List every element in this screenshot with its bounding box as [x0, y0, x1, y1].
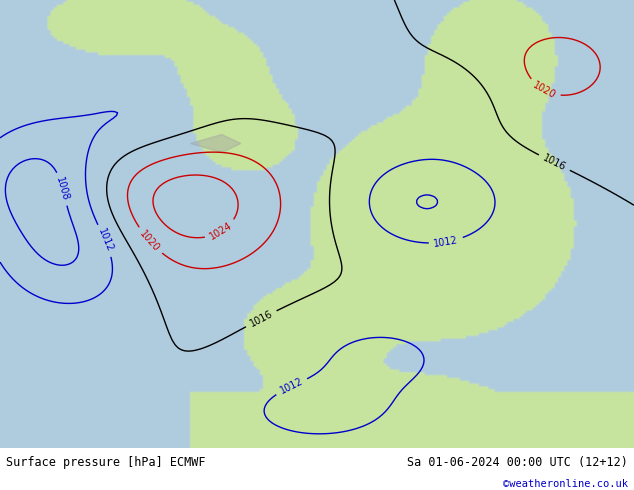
Text: 1008: 1008 — [55, 176, 71, 202]
Text: Sa 01-06-2024 00:00 UTC (12+12): Sa 01-06-2024 00:00 UTC (12+12) — [407, 456, 628, 469]
Polygon shape — [190, 135, 241, 152]
Text: Surface pressure [hPa] ECMWF: Surface pressure [hPa] ECMWF — [6, 456, 206, 469]
Text: 1016: 1016 — [248, 309, 275, 329]
Text: 1012: 1012 — [278, 376, 305, 396]
Text: 1012: 1012 — [96, 227, 115, 254]
Text: ©weatheronline.co.uk: ©weatheronline.co.uk — [503, 479, 628, 489]
Text: 1020: 1020 — [531, 80, 557, 100]
Text: 1024: 1024 — [208, 220, 234, 242]
Text: 1020: 1020 — [138, 228, 162, 253]
Text: 1012: 1012 — [433, 235, 459, 248]
Text: 1016: 1016 — [541, 153, 567, 172]
